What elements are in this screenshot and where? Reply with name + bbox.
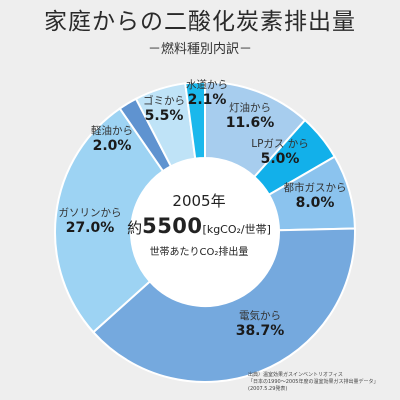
slice-name: 灯油から — [229, 102, 271, 114]
source-line: 出典）温室効果ガスインベントリオフィス — [248, 372, 343, 378]
donut-hole — [131, 158, 279, 306]
center-year: 2005年 — [172, 192, 226, 210]
center-summary: 2005年 約5500[kgCO₂/世帯] 世帯あたりCO₂排出量 — [124, 190, 274, 258]
slice-percent: 5.0% — [260, 150, 300, 167]
slice-percent: 8.0% — [295, 194, 335, 211]
slice-label-garbage: ゴミから 5.5% — [135, 95, 193, 124]
source-line: (2007.5.29発表) — [248, 385, 288, 392]
center-caption: 世帯あたりCO₂排出量 — [149, 247, 249, 258]
slice-label-diesel: 軽油から 2.0% — [84, 125, 140, 154]
slice-name: 都市ガスから — [283, 182, 347, 194]
chart-subtitle: －燃料種別内訳－ — [147, 42, 252, 57]
center-approx: 約 — [127, 219, 143, 237]
slice-label-lpg: LPガス から 5.0% — [245, 138, 315, 167]
slice-name: ガソリンから — [58, 207, 122, 219]
slice-name: LPガス から — [251, 138, 309, 150]
slice-percent: 27.0% — [65, 219, 115, 236]
slice-percent: 38.7% — [235, 322, 285, 339]
slice-label-electricity: 電気から 38.7% — [228, 310, 292, 339]
center-unit: [kgCO₂/世帯] — [202, 223, 271, 236]
slice-label-kerosene: 灯油から 11.6% — [218, 102, 282, 131]
slice-label-gasoline: ガソリンから 27.0% — [52, 207, 128, 236]
slice-percent: 5.5% — [144, 107, 184, 124]
source-line: 「日本の1990～2005年度の温室効果ガス排出量データ」 — [248, 378, 379, 385]
source-note: 出典）温室効果ガスインベントリオフィス 「日本の1990～2005年度の温室効果… — [248, 372, 378, 392]
slice-percent: 11.6% — [225, 114, 275, 131]
slice-name: ゴミから — [143, 95, 185, 107]
center-value-line: 約5500[kgCO₂/世帯] — [124, 214, 274, 238]
slice-percent: 2.0% — [92, 137, 132, 154]
slice-percent: 2.1% — [187, 91, 227, 108]
slice-name: 電気から — [239, 310, 281, 322]
center-value: 5500 — [142, 214, 203, 238]
slice-name: 軽油から — [91, 125, 133, 137]
slice-label-water: 水道から 2.1% — [178, 79, 236, 108]
slice-label-city-gas: 都市ガスから 8.0% — [276, 182, 354, 211]
slice-name: 水道から — [186, 79, 228, 91]
chart-title: 家庭からの二酸化炭素排出量 — [44, 9, 356, 35]
